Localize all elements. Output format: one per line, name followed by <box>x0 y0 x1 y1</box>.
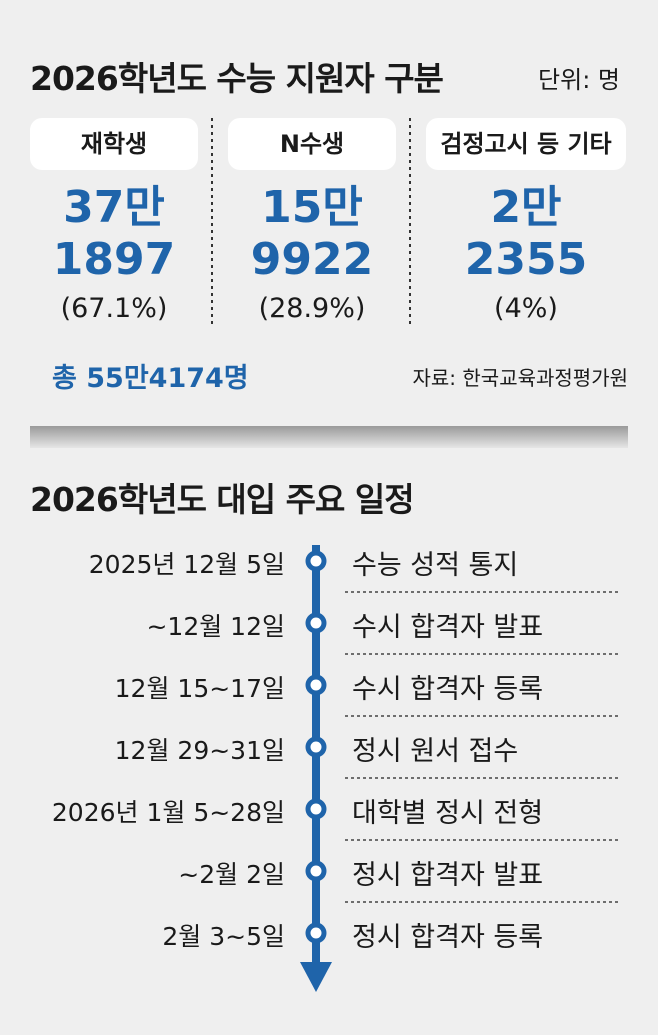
count-line: 37만 <box>63 182 165 233</box>
event: 정시 합격자 발표 <box>352 860 544 891</box>
group-label: N수생 <box>228 118 396 170</box>
date: 12월 29~31일 <box>114 736 285 765</box>
timeline-dot <box>305 798 327 820</box>
group-label: 검정고시 등 기타 <box>426 118 626 170</box>
date: ~2월 2일 <box>178 860 285 889</box>
date: ~12월 12일 <box>146 612 285 641</box>
count-line: 1897 <box>52 234 176 285</box>
timeline-dot <box>305 674 327 696</box>
event: 대학별 정시 전형 <box>352 798 544 829</box>
timeline-dot <box>305 922 327 944</box>
date: 2025년 12월 5일 <box>88 550 285 579</box>
title: 2026학년도 대입 주요 일정 <box>30 480 415 519</box>
count-line: 2355 <box>464 234 588 285</box>
timeline-dot <box>305 550 327 572</box>
share: (28.9%) <box>258 293 366 324</box>
unit-note: 단위: 명 <box>538 66 620 94</box>
total: 총 55만4174명 <box>52 363 249 394</box>
date: 2026년 1월 5~28일 <box>51 798 285 827</box>
count-line: 15만 <box>261 182 363 233</box>
timeline-dot <box>305 860 327 882</box>
timeline-dot <box>305 612 327 634</box>
count-line: 9922 <box>250 234 374 285</box>
date: 2월 3~5일 <box>162 922 285 951</box>
event: 수능 성적 통지 <box>352 550 519 581</box>
event: 정시 원서 접수 <box>352 736 519 767</box>
source: 자료: 한국교육과정평가원 <box>412 366 629 390</box>
share: (67.1%) <box>60 293 168 324</box>
timeline-dot <box>305 736 327 758</box>
timeline-markers <box>305 550 620 944</box>
count-line: 2만 <box>490 182 562 233</box>
event: 수시 합격자 등록 <box>352 674 544 705</box>
event: 수시 합격자 발표 <box>352 612 544 643</box>
share: (4%) <box>494 293 558 324</box>
title: 2026학년도 수능 지원자 구분 <box>30 59 444 98</box>
event: 정시 합격자 등록 <box>352 922 544 953</box>
divider-bar <box>30 426 628 448</box>
group-label: 재학생 <box>30 118 198 170</box>
date: 12월 15~17일 <box>114 674 285 703</box>
timeline-arrow <box>300 962 332 992</box>
